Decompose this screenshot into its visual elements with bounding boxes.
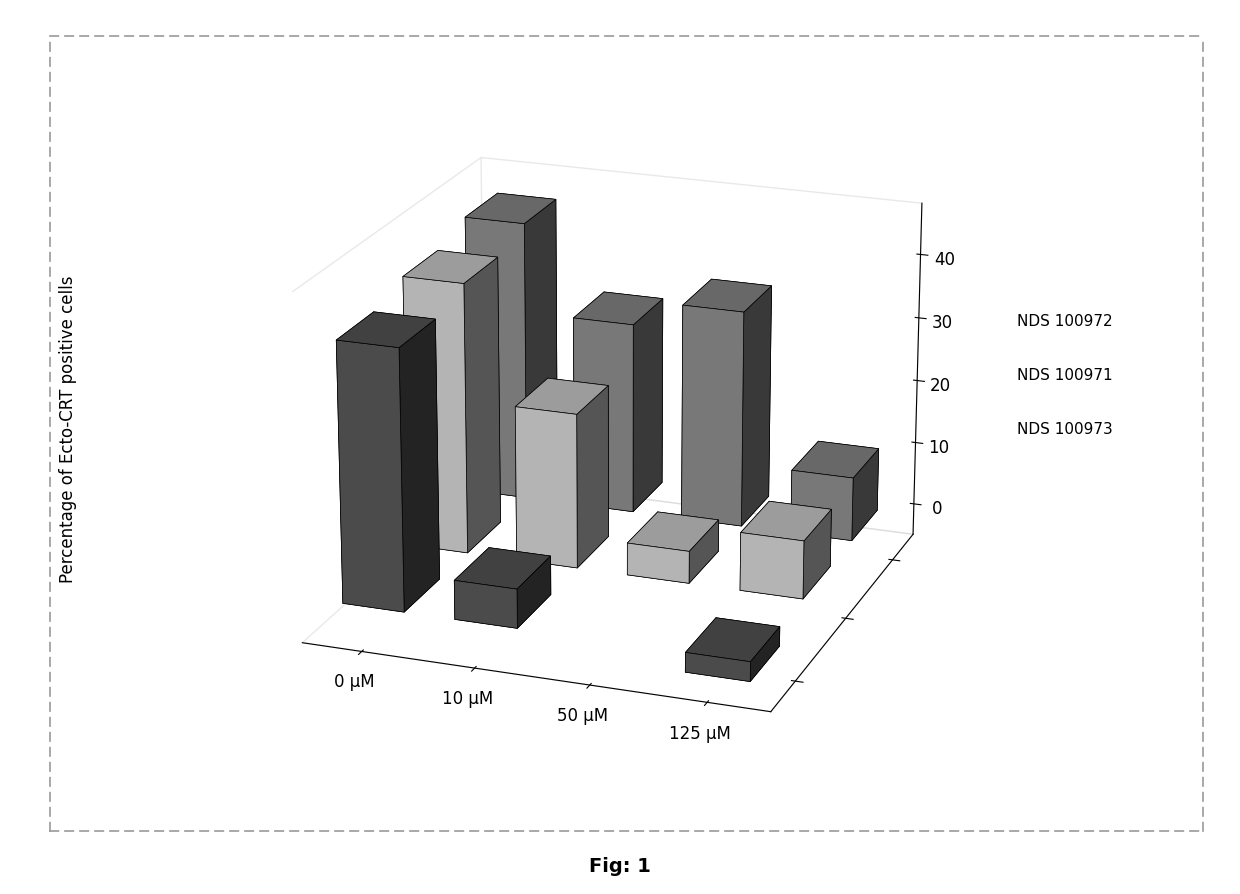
Text: NDS 100971: NDS 100971 <box>1017 368 1112 383</box>
Text: Fig: 1: Fig: 1 <box>589 856 651 875</box>
Text: NDS 100972: NDS 100972 <box>1017 315 1112 329</box>
Text: Percentage of Ecto-CRT positive cells: Percentage of Ecto-CRT positive cells <box>60 275 77 583</box>
Text: NDS 100973: NDS 100973 <box>1017 422 1112 436</box>
